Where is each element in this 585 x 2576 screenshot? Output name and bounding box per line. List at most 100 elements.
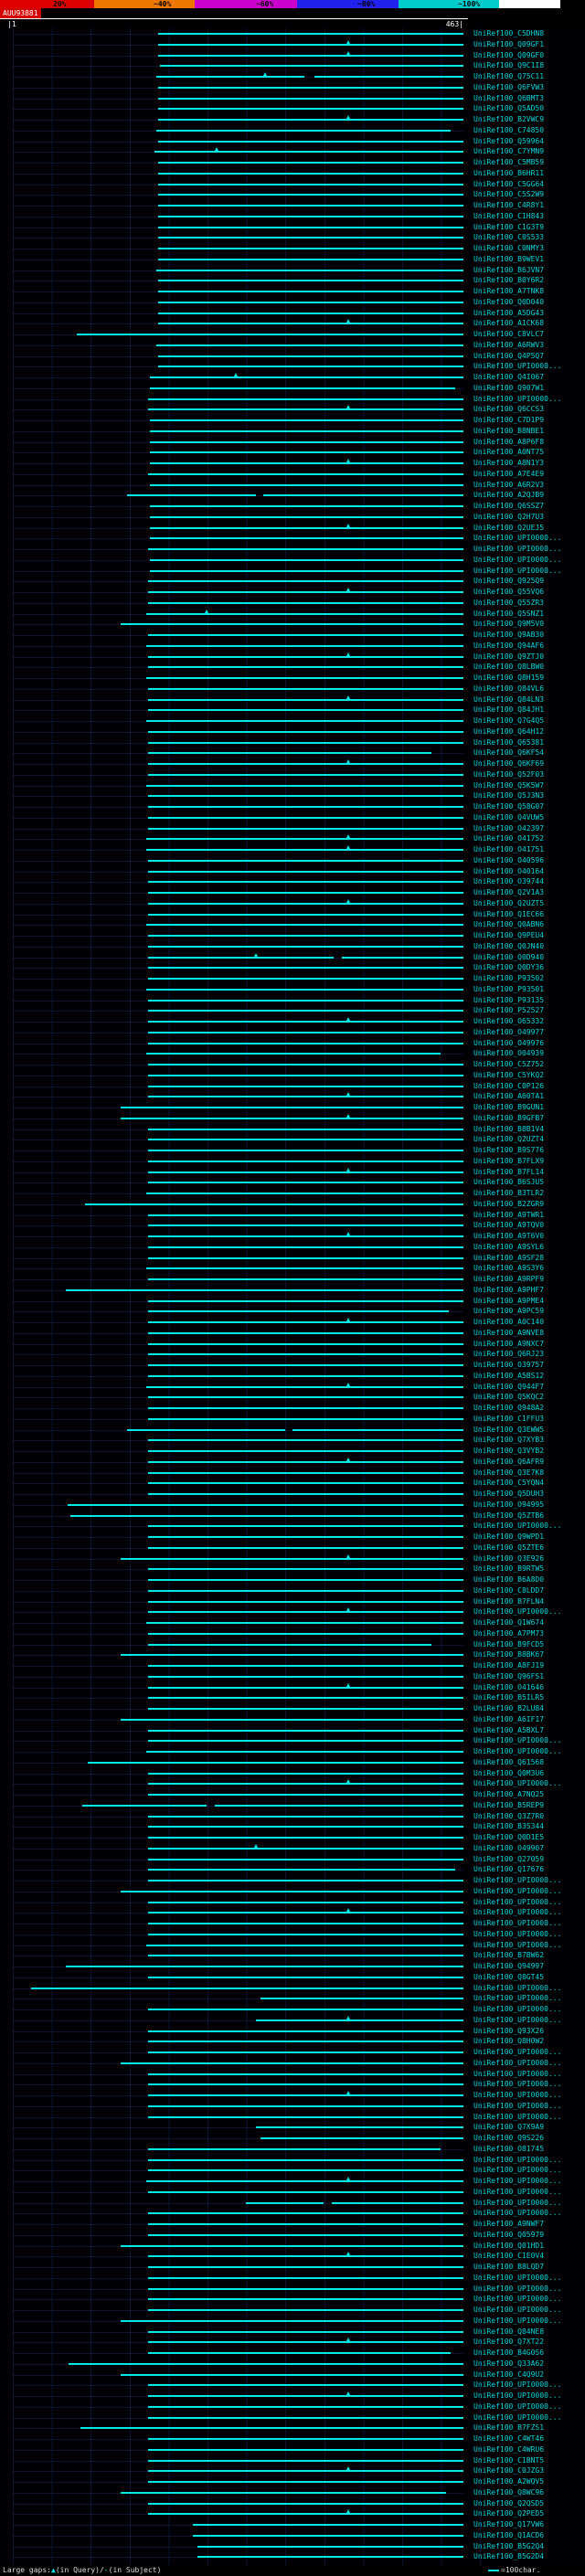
alignment-bar[interactable] [148,2233,463,2236]
hit-row[interactable]: UniRef100_B5REP9 [0,1800,585,1811]
hit-row[interactable]: UniRef100_B5G2Q4 [0,2541,585,2552]
hit-row[interactable]: UniRef100_Q0D940 [0,952,585,963]
hit-label[interactable]: UniRef100_UPI0000... [473,1736,562,1745]
hit-label[interactable]: UniRef100_B8B1V4 [473,1124,545,1133]
alignment-bar[interactable] [148,2083,463,2086]
hit-label[interactable]: UniRef100_UPI0000... [473,1983,562,1992]
alignment-bar[interactable] [148,1010,463,1012]
hit-row[interactable]: UniRef100_C8LDD7 [0,1585,585,1596]
hit-label[interactable]: UniRef100_O41752 [473,834,545,843]
hit-row[interactable]: UniRef100_C5DHN8 [0,28,585,39]
hit-label[interactable]: UniRef100_Q5ZTE6 [473,1542,545,1552]
hit-label[interactable]: UniRef100_UPI0000... [473,1779,562,1788]
hit-label[interactable]: UniRef100_UPI0000... [473,1940,562,1949]
hit-row[interactable]: UniRef100_UPI0000... [0,1735,585,1746]
alignment-bar[interactable] [246,2201,324,2204]
hit-label[interactable]: UniRef100_B5G2D4 [473,2552,545,2561]
hit-label[interactable]: UniRef100_O41751 [473,845,545,853]
hit-row[interactable]: UniRef100_UPI0000... [0,2112,585,2123]
hit-label[interactable]: UniRef100_UPI0000... [473,1747,562,1755]
hit-label[interactable]: UniRef100_Q0JN40 [473,941,545,950]
hit-label[interactable]: UniRef100_Q65381 [473,737,545,747]
alignment-bar[interactable] [148,1331,463,1334]
hit-label[interactable]: UniRef100_Q27059 [473,1854,545,1863]
hit-label[interactable]: UniRef100_Q944F7 [473,1382,545,1391]
alignment-bar[interactable] [148,730,463,733]
alignment-bar[interactable] [146,1267,463,1270]
hit-label[interactable]: UniRef100_A7NQ25 [473,1790,545,1798]
alignment-bar[interactable] [157,226,463,228]
hit-row[interactable]: UniRef100_UPI0000... [0,2090,585,2101]
alignment-bar[interactable] [148,666,463,669]
alignment-bar[interactable] [148,1353,463,1356]
hit-row[interactable]: UniRef100_UPI0000... [0,2165,585,2176]
alignment-bar[interactable] [148,1955,463,1957]
hit-row[interactable]: UniRef100_B2LU84 [0,1703,585,1714]
alignment-bar[interactable] [155,76,305,78]
hit-label[interactable]: UniRef100_Q84NE8 [473,2327,545,2336]
hit-row[interactable]: UniRef100_UPI0000... [0,2412,585,2423]
hit-label[interactable]: UniRef100_A8P6F8 [473,437,545,446]
hit-label[interactable]: UniRef100_UPI0000... [473,2306,562,2314]
hit-label[interactable]: UniRef100_Q0DY36 [473,963,545,972]
hit-row[interactable]: UniRef100_O04939 [0,1048,585,1059]
hit-row[interactable]: UniRef100_Q84LN3 [0,694,585,705]
alignment-bar[interactable] [148,1525,463,1528]
alignment-bar[interactable] [148,1064,463,1065]
hit-row[interactable]: UniRef100_Q94AF6 [0,641,585,652]
hit-row[interactable]: UniRef100_Q948A2 [0,1403,585,1414]
alignment-bar[interactable] [148,601,463,604]
hit-label[interactable]: UniRef100_Q8H0W2 [473,2037,545,2046]
alignment-bar[interactable] [150,515,463,518]
alignment-bar[interactable] [150,419,463,421]
hit-row[interactable]: UniRef100_Q2PED5 [0,2508,585,2519]
hit-label[interactable]: UniRef100_UPI0000... [473,2155,562,2164]
hit-row[interactable]: UniRef100_C7YMN9 [0,146,585,157]
hit-label[interactable]: UniRef100_B9GUN1 [473,1103,545,1111]
alignment-bar[interactable] [148,1837,463,1839]
hit-label[interactable]: UniRef100_Q6AFR9 [473,1457,545,1466]
hit-label[interactable]: UniRef100_Q6FVW3 [473,82,545,91]
hit-row[interactable]: UniRef100_UPI0000... [0,2284,585,2295]
hit-row[interactable]: UniRef100_B6A8D0 [0,1574,585,1585]
alignment-bar[interactable] [148,1278,463,1280]
alignment-bar[interactable] [150,526,463,529]
hit-label[interactable]: UniRef100_B7BW62 [473,1951,545,1960]
alignment-bar[interactable] [148,2255,463,2258]
alignment-bar[interactable] [292,1428,463,1431]
alignment-bar[interactable] [148,1901,463,1903]
hit-label[interactable]: UniRef100_B2VWC9 [473,115,545,123]
alignment-bar[interactable] [121,2244,463,2247]
hit-label[interactable]: UniRef100_A7PM73 [473,1628,545,1638]
hit-label[interactable]: UniRef100_C7YMN9 [473,147,545,156]
alignment-bar[interactable] [126,494,256,497]
alignment-bar[interactable] [150,558,463,561]
alignment-bar[interactable] [148,806,463,808]
alignment-bar[interactable] [150,451,463,454]
hit-row[interactable]: UniRef100_B8BK67 [0,1649,585,1660]
hit-label[interactable]: UniRef100_A2WQV5 [473,2477,545,2486]
hit-row[interactable]: UniRef100_C5S2W9 [0,189,585,200]
hit-label[interactable]: UniRef100_P93135 [473,995,545,1004]
alignment-bar[interactable] [157,119,463,121]
alignment-bar[interactable] [148,1880,463,1882]
alignment-bar[interactable] [148,398,463,400]
hit-row[interactable]: UniRef100_Q27059 [0,1854,585,1865]
hit-label[interactable]: UniRef100_Q17VW6 [473,2520,545,2528]
hit-row[interactable]: UniRef100_Q8H159 [0,673,585,684]
alignment-bar[interactable] [146,988,463,991]
alignment-bar[interactable] [148,1021,463,1023]
hit-row[interactable]: UniRef100_Q01HD1 [0,2241,585,2252]
hit-label[interactable]: UniRef100_B2LU84 [473,1704,545,1712]
alignment-bar[interactable] [148,1794,463,1796]
alignment-bar[interactable] [148,1976,463,1978]
hit-row[interactable]: UniRef100_B9GUN1 [0,1102,585,1113]
hit-label[interactable]: UniRef100_B3S344 [473,1822,545,1831]
hit-row[interactable]: UniRef100_B9RTW5 [0,1564,585,1574]
hit-row[interactable]: UniRef100_Q05979 [0,2230,585,2241]
hit-label[interactable]: UniRef100_B3TLR2 [473,1189,545,1197]
hit-row[interactable]: UniRef100_UPI0000... [0,1907,585,1918]
hit-row[interactable]: UniRef100_Q84JH1 [0,705,585,716]
hit-label[interactable]: UniRef100_UPI0000... [473,534,562,543]
hit-label[interactable]: UniRef100_Q0M3U6 [473,1768,545,1777]
